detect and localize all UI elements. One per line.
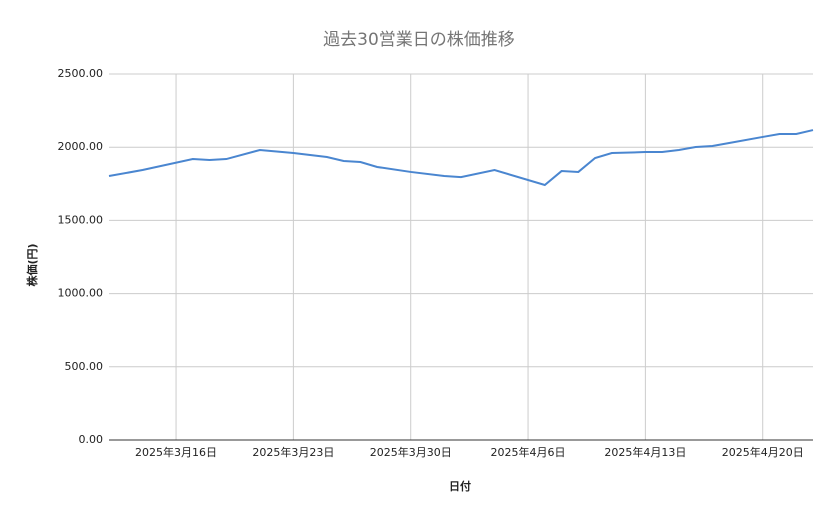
chart-title: 過去30営業日の株価推移 — [323, 30, 515, 50]
x-tick-label: 2025年4月20日 — [722, 445, 804, 459]
x-tick-label: 2025年3月16日 — [135, 445, 217, 459]
y-tick-label: 2000.00 — [58, 140, 104, 153]
y-tick-label: 2500.00 — [58, 67, 104, 80]
x-tick-label: 2025年4月13日 — [604, 445, 686, 459]
y-axis-title: 株価(円) — [25, 243, 39, 286]
x-tick-label: 2025年3月30日 — [370, 445, 452, 459]
y-tick-label: 500.00 — [65, 360, 104, 373]
x-tick-label: 2025年4月6日 — [491, 445, 566, 459]
y-tick-label: 0.00 — [79, 433, 104, 446]
x-tick-label: 2025年3月23日 — [252, 445, 334, 459]
x-axis-title: 日付 — [449, 479, 471, 493]
y-tick-label: 1500.00 — [58, 213, 104, 226]
line — [108, 129, 814, 187]
y-tick-label: 1000.00 — [58, 287, 104, 300]
